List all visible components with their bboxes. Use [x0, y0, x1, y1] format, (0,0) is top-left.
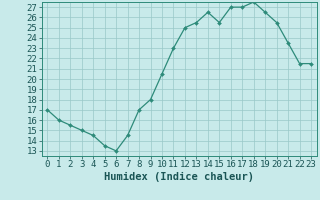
X-axis label: Humidex (Indice chaleur): Humidex (Indice chaleur) — [104, 172, 254, 182]
